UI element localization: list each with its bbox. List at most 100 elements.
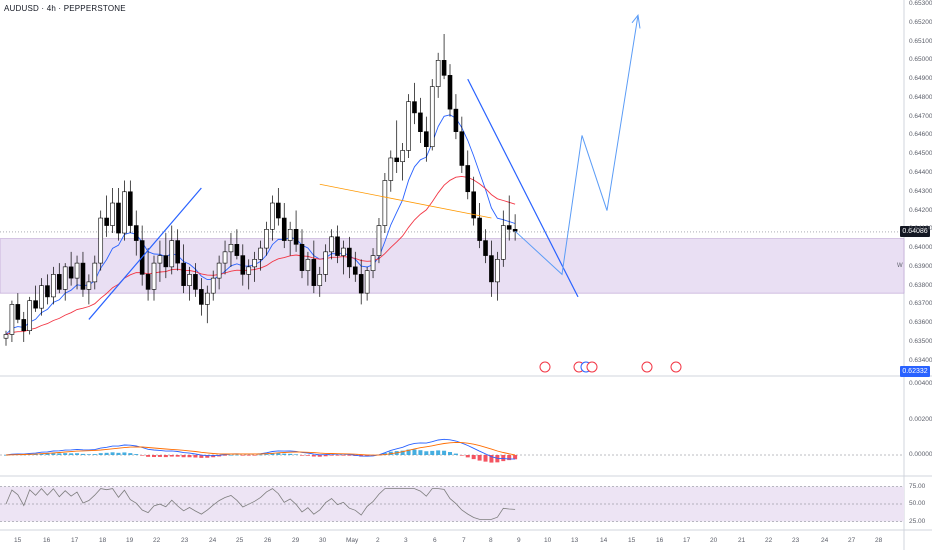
macd-histogram-bar [116,452,121,455]
candle-body [175,240,180,264]
candle-body [204,292,210,305]
candle-body [512,229,518,232]
candle-body [453,108,459,132]
time-axis-label: 26 [264,537,272,544]
candle-body [240,255,246,275]
candle-body [116,202,121,234]
time-axis-label: 17 [71,537,79,544]
macd-histogram-bar [57,453,62,455]
price-axis-label: 0.64600 [909,131,932,139]
downtrend-line [467,78,579,298]
macd-histogram-bar [75,453,80,455]
time-axis-label: 23 [181,537,189,544]
candle-body [364,270,370,294]
macd-histogram-bar [199,455,204,458]
macd-histogram-bar [477,455,482,461]
candle-body [347,247,352,268]
time-axis-label: 15 [14,537,22,544]
time-axis-label: 22 [765,537,773,544]
price-axis-label: 0.65100 [909,37,932,45]
macd-histogram-bar [169,455,174,457]
candle-body [435,60,441,87]
support-zone [0,238,905,294]
resistance-level [319,183,492,219]
chart-title: AUDUSD · 4h · PEPPERSTONE [4,4,126,13]
candle-body [169,240,175,268]
macd-histogram-bar [264,454,269,455]
macd-histogram-bar [134,454,139,455]
price-axis-label: 0.64300 [909,187,932,195]
candle-body [441,60,447,76]
price-axis-label: 0.64200 [909,206,932,214]
macd-histogram-bar [252,455,257,456]
macd-histogram-bar [430,450,435,455]
event-marker-icon [641,361,653,373]
time-axis-label: 14 [600,537,608,544]
candle-body [210,277,216,294]
macd-axis-label: 0.00400 [909,380,932,387]
candle-body [317,274,323,286]
candle-body [335,236,340,256]
time-axis-label: 23 [792,537,800,544]
price-axis-label: 0.63600 [909,319,932,327]
candle-body [151,262,157,290]
macd-histogram-bar [412,449,417,455]
candle-body [424,131,429,147]
time-axis-label: 2 [376,537,380,544]
candle-body [305,259,311,271]
time-axis-label: 24 [209,537,217,544]
candle-body [264,229,269,249]
ma-fast-line [5,114,516,335]
candle-body [187,274,192,286]
candle-body [39,285,44,309]
time-axis-label: 7 [462,537,466,544]
candle-body [33,300,38,309]
uptrend-line [88,187,202,320]
candle-body [104,217,109,226]
projection-path [514,15,639,276]
macd-histogram-bar [234,454,239,456]
candle-body [495,259,500,283]
candle-body [133,225,139,241]
rsi-line [5,487,516,520]
macd-histogram-bar [4,455,8,456]
macd-histogram-bar [175,455,180,457]
macd-histogram-bar [442,450,447,455]
macd-histogram-bar [305,455,310,456]
macd-histogram-bar [406,449,411,455]
time-axis-label: May [346,537,359,544]
candle-body [406,101,411,151]
candle-body [447,75,453,110]
indicator-value-badge: 0.62332 [900,366,930,377]
macd-histogram-bar [294,454,299,455]
candle-body [145,274,151,290]
candle-body [293,229,299,245]
rsi-axis-label: 25.00 [909,517,926,525]
price-axis-label: 0.64700 [909,112,932,120]
macd-histogram-bar [92,454,97,455]
candle-body [122,191,127,234]
time-axis-label: 25 [236,537,244,544]
time-axis-label: 30 [319,537,327,544]
candle-body [252,259,257,268]
price-axis-label: 0.64100 [909,225,932,233]
candle-body [128,191,133,226]
macd-histogram-bar [513,455,518,460]
rsi-axis-label: 75.00 [909,482,926,490]
candle-body [329,236,334,253]
macd-histogram-bar [270,453,275,455]
time-axis-label: 8 [489,537,493,544]
candle-body [157,255,163,264]
macd-histogram-bar [282,453,287,455]
macd-histogram-bar [276,453,281,455]
macd-histogram-bar [317,455,322,457]
candle-body [471,191,476,219]
time-axis-label: 13 [571,537,579,544]
time-axis-label: 17 [683,537,691,544]
candle-body [352,266,358,275]
macd-histogram-bar [246,455,251,456]
macd-histogram-bar [436,450,441,455]
candle-body [86,281,92,290]
macd-histogram-bar [341,455,346,456]
